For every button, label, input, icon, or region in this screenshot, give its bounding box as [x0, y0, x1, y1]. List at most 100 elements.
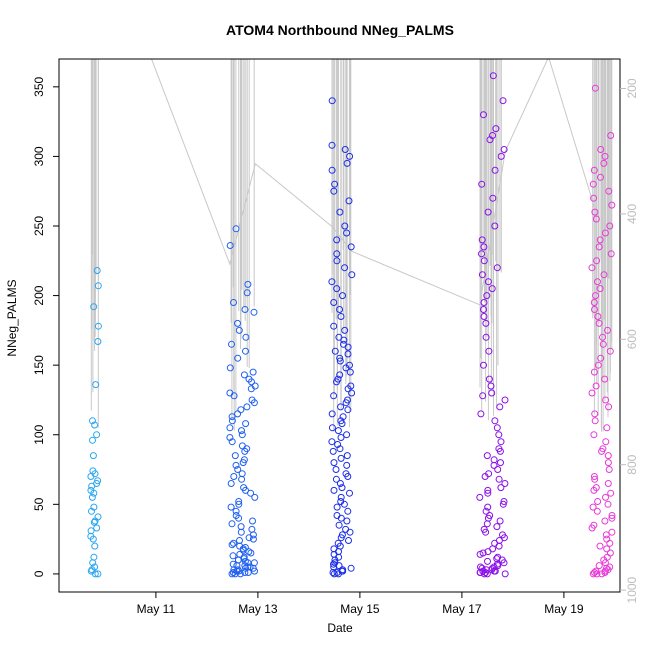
- data-point: [495, 445, 503, 453]
- data-point: [589, 180, 597, 188]
- data-point: [87, 527, 95, 535]
- data-point: [328, 97, 336, 105]
- y-tick-label: 150: [32, 355, 46, 375]
- data-point: [328, 278, 336, 286]
- data-point: [608, 201, 616, 209]
- data-point: [330, 560, 337, 568]
- data-point: [607, 489, 615, 497]
- data-point: [245, 375, 253, 383]
- data-point: [337, 417, 345, 425]
- data-point: [594, 498, 602, 505]
- data-point: [251, 493, 259, 501]
- data-point: [337, 403, 345, 411]
- data-point: [240, 456, 248, 464]
- data-point: [241, 306, 249, 313]
- data-point: [485, 375, 493, 383]
- data-point: [334, 375, 342, 383]
- data-point: [251, 382, 259, 390]
- data-point: [243, 289, 251, 297]
- data-point: [337, 454, 345, 462]
- data-point: [329, 447, 337, 455]
- data-point: [478, 271, 486, 279]
- data-point: [227, 503, 235, 511]
- data-point: [345, 537, 352, 544]
- data-point: [482, 319, 490, 327]
- data-point: [599, 445, 607, 453]
- data-point: [590, 194, 598, 202]
- data-point: [348, 389, 356, 397]
- data-point: [484, 557, 491, 565]
- data-point: [336, 357, 344, 365]
- data-point: [499, 97, 507, 105]
- y-tick-label: 350: [32, 77, 46, 97]
- data-point: [483, 452, 491, 460]
- data-point: [594, 361, 602, 369]
- data-point: [340, 340, 347, 348]
- data-point: [344, 507, 352, 515]
- data-point: [596, 542, 604, 550]
- data-point: [226, 242, 234, 249]
- data-point: [491, 222, 499, 230]
- x-tick-label: May 15: [340, 602, 380, 616]
- data-point: [476, 493, 484, 501]
- data-point: [484, 208, 492, 216]
- data-point: [94, 322, 102, 330]
- data-point: [592, 382, 600, 390]
- plot-area: [87, 59, 616, 578]
- data-point: [343, 159, 351, 167]
- data-point: [334, 427, 342, 435]
- data-point: [333, 512, 341, 519]
- data-point: [244, 280, 252, 288]
- data-point: [341, 222, 349, 230]
- data-point: [347, 564, 355, 572]
- y-tick-label: 100: [32, 424, 46, 444]
- data-point: [497, 438, 505, 446]
- data-point: [90, 553, 98, 561]
- data-point: [593, 507, 601, 515]
- data-point: [478, 180, 486, 188]
- data-point: [604, 452, 612, 460]
- data-point: [596, 236, 604, 244]
- data-point: [496, 403, 504, 411]
- data-point: [94, 477, 102, 485]
- data-point: [91, 542, 99, 550]
- y-tick-label: 300: [32, 146, 46, 166]
- data-point: [603, 545, 611, 553]
- data-point: [93, 267, 101, 274]
- data-point: [331, 180, 339, 188]
- data-point: [480, 313, 488, 320]
- data-point: [333, 503, 341, 511]
- data-point: [591, 569, 598, 576]
- data-point: [330, 486, 338, 494]
- y-tick-label: 250: [32, 216, 46, 236]
- data-point: [599, 333, 606, 341]
- data-point: [341, 264, 349, 272]
- data-point: [90, 518, 98, 526]
- data-point: [335, 333, 343, 341]
- data-point: [489, 72, 497, 80]
- data-point: [607, 250, 615, 258]
- data-point: [248, 396, 256, 404]
- data-point: [593, 257, 601, 265]
- y2-tick-label: 200: [625, 78, 639, 98]
- y2-tick-label: 1000: [625, 576, 639, 603]
- data-point: [484, 486, 492, 494]
- data-point: [600, 271, 608, 279]
- data-point: [243, 403, 251, 411]
- data-point: [240, 484, 248, 492]
- data-point: [482, 507, 490, 515]
- plot-frame: [58, 58, 621, 593]
- data-point: [248, 525, 256, 533]
- data-point: [591, 410, 599, 418]
- chart-title: ATOM4 Northbound NNeg_PALMS: [226, 22, 454, 38]
- data-point: [343, 431, 351, 439]
- data-point: [333, 236, 341, 244]
- data-point: [479, 392, 487, 400]
- data-point: [480, 243, 488, 251]
- data-point: [343, 229, 351, 237]
- data-point: [594, 278, 601, 286]
- data-point: [339, 566, 347, 574]
- data-point: [592, 215, 600, 223]
